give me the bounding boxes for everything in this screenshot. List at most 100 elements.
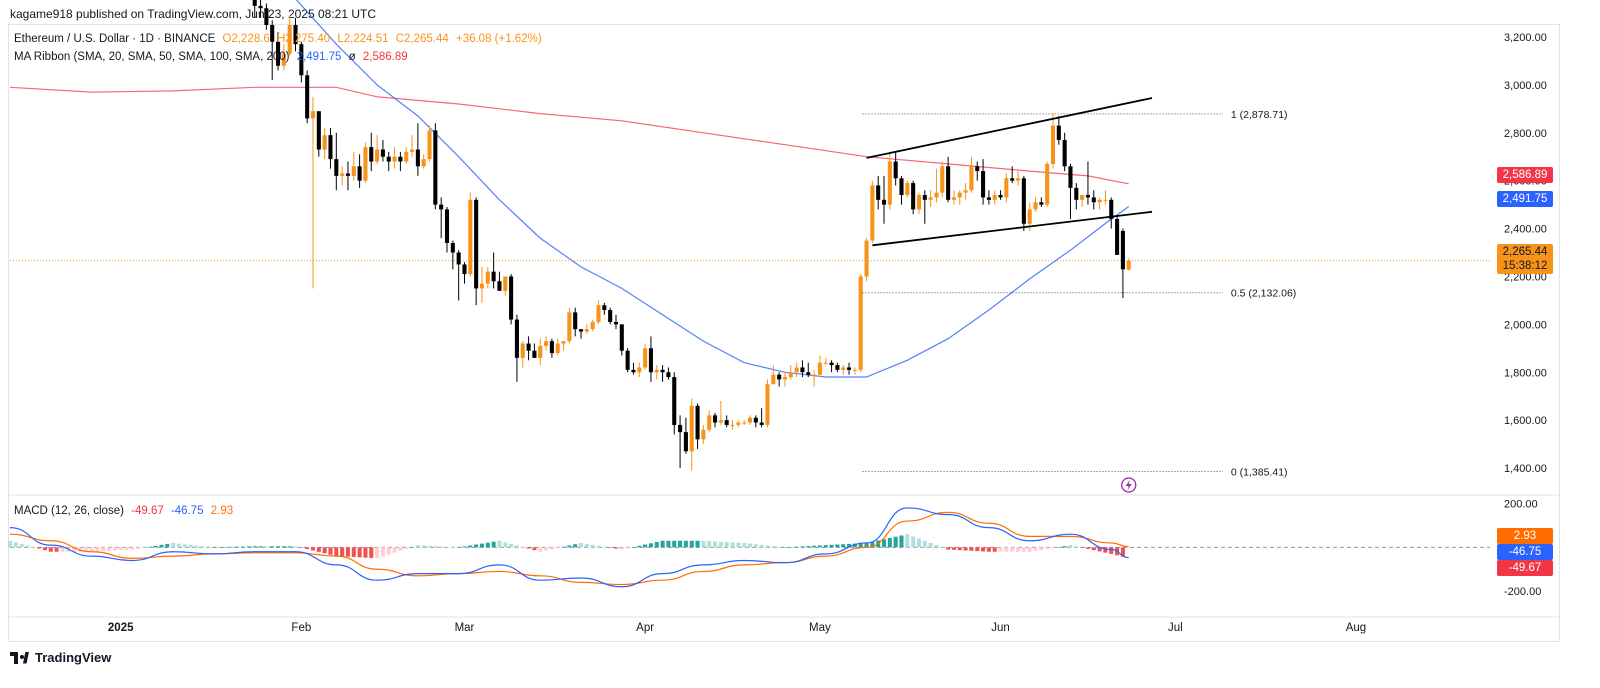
macd-histogram-bar bbox=[1021, 547, 1026, 552]
candle bbox=[707, 410, 712, 433]
candle bbox=[427, 125, 432, 162]
candle-body bbox=[1126, 260, 1131, 270]
candle-body bbox=[817, 362, 822, 375]
macd-histogram-bar bbox=[899, 535, 904, 548]
macd-histogram-bar bbox=[648, 543, 653, 548]
macd-label: MACD (12, 26, close) bbox=[14, 505, 124, 517]
macd-histogram-bar bbox=[1039, 547, 1044, 550]
candle bbox=[742, 420, 747, 425]
candle-body bbox=[415, 149, 420, 167]
tradingview-brand[interactable]: TradingView bbox=[10, 650, 111, 665]
candle bbox=[386, 151, 391, 172]
ohlc-high: H2,275.40 bbox=[277, 33, 331, 45]
candle-body bbox=[608, 309, 613, 322]
candle bbox=[969, 156, 974, 193]
macd-histogram-bar bbox=[194, 545, 199, 548]
last-price-tag: 2,265.44 15:38:12 bbox=[1497, 244, 1553, 274]
macd-histogram-bar bbox=[555, 547, 560, 548]
macd-histogram-bar bbox=[922, 540, 927, 548]
macd-histogram-bar bbox=[206, 546, 211, 548]
price-tick-label: 1,600.00 bbox=[1504, 415, 1547, 427]
macd-histogram-bar bbox=[637, 545, 642, 548]
candle-body bbox=[887, 161, 892, 205]
candle-body bbox=[672, 377, 677, 425]
candle-body bbox=[823, 362, 828, 364]
macd-histogram-bar bbox=[491, 541, 496, 548]
candle bbox=[689, 398, 694, 471]
macd-histogram-bar bbox=[1109, 547, 1114, 554]
candle-body bbox=[916, 195, 922, 210]
macd-histogram-bar bbox=[975, 547, 980, 552]
macd-histogram-bar bbox=[584, 543, 589, 548]
macd-tick-label: 200.00 bbox=[1504, 499, 1538, 511]
candle bbox=[899, 175, 904, 205]
macd-histogram-bar bbox=[782, 547, 787, 548]
candle bbox=[876, 175, 881, 210]
candle bbox=[573, 307, 578, 337]
macd-histogram-bar bbox=[1085, 547, 1090, 549]
candle bbox=[316, 111, 321, 157]
candle bbox=[526, 336, 531, 361]
candle bbox=[328, 127, 333, 169]
candle-body bbox=[806, 372, 811, 375]
ma200-price-tag: 2,586.89 bbox=[1497, 167, 1553, 183]
candle bbox=[637, 362, 642, 378]
macd-histogram-bar bbox=[72, 547, 77, 552]
macd-histogram-bar bbox=[963, 547, 968, 551]
macd-line-tag: -46.75 bbox=[1497, 544, 1553, 560]
macd-histogram-bar bbox=[299, 547, 304, 548]
candle bbox=[596, 300, 601, 325]
symbol-name: Ethereum / U.S. Dollar · 1D · BINANCE bbox=[14, 33, 216, 45]
candle-body bbox=[392, 156, 397, 162]
candle-body bbox=[800, 367, 805, 373]
candle-body bbox=[439, 204, 444, 210]
candle bbox=[351, 151, 356, 181]
candle-body bbox=[1097, 199, 1102, 203]
candle-body bbox=[398, 156, 403, 162]
macd-histogram-bar bbox=[404, 547, 409, 549]
candle-body bbox=[1068, 166, 1073, 188]
candle bbox=[415, 123, 420, 176]
candle-body bbox=[590, 321, 595, 330]
channel-lower-line bbox=[872, 210, 1153, 247]
price-tick-label: 3,000.00 bbox=[1504, 80, 1547, 92]
lightning-icon bbox=[1121, 477, 1137, 493]
fib-level-label: 0 (1,385.41) bbox=[1231, 467, 1288, 479]
candle-body bbox=[858, 276, 863, 370]
candle bbox=[1056, 116, 1061, 145]
candle bbox=[287, 15, 292, 57]
macd-histogram-bar bbox=[124, 547, 129, 550]
macd-histogram-bar bbox=[316, 547, 321, 552]
candle-body bbox=[637, 367, 642, 373]
candle bbox=[812, 369, 817, 387]
macd-histogram-bar bbox=[986, 547, 991, 552]
macd-histogram-bar bbox=[235, 546, 240, 548]
candle bbox=[870, 180, 875, 243]
candle-body bbox=[1015, 178, 1021, 181]
candle-body bbox=[544, 341, 549, 346]
candle bbox=[1091, 190, 1096, 210]
macd-histogram-bar bbox=[777, 546, 782, 548]
candle-body bbox=[485, 271, 490, 284]
candle-body bbox=[812, 374, 817, 376]
candle-body bbox=[765, 384, 770, 425]
candle bbox=[998, 190, 1003, 200]
candle-body bbox=[666, 372, 671, 378]
macd-histogram-bar bbox=[666, 540, 671, 548]
candle-body bbox=[532, 350, 537, 358]
chart-frame[interactable] bbox=[8, 24, 1560, 642]
candle bbox=[1080, 195, 1085, 208]
macd-histogram-bar bbox=[683, 540, 688, 548]
candle bbox=[305, 70, 310, 124]
candle bbox=[864, 238, 869, 282]
candle bbox=[724, 415, 729, 428]
macd-histogram-bar bbox=[462, 546, 467, 548]
candle bbox=[643, 343, 648, 370]
macd-histogram-bar bbox=[678, 540, 683, 548]
macd-histogram-bar bbox=[835, 544, 840, 548]
macd-histogram-bar bbox=[223, 547, 228, 548]
candle-body bbox=[899, 178, 904, 196]
macd-histogram-bar bbox=[141, 547, 147, 548]
macd-histogram-bar bbox=[608, 547, 613, 548]
